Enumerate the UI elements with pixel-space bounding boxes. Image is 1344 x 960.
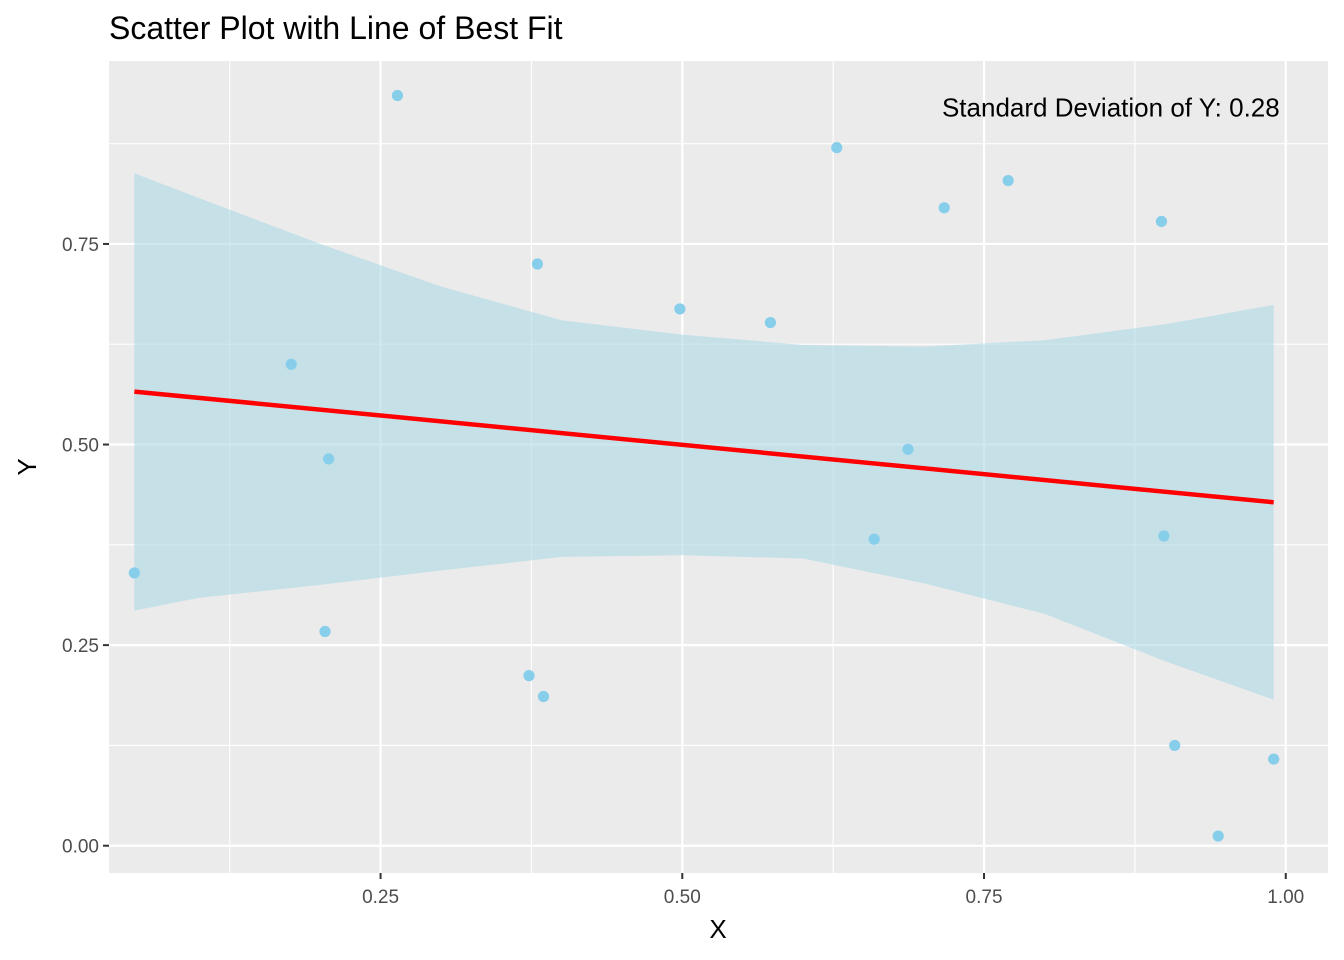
chart-title: Scatter Plot with Line of Best Fit <box>109 10 563 46</box>
data-point <box>764 316 776 329</box>
points-layer <box>128 89 1280 842</box>
data-point <box>128 567 140 579</box>
data-point <box>391 89 404 102</box>
axis-ticks: 0.25 0.50 0.75 1.00 0.00 0.25 0.50 0.75 <box>62 235 1304 908</box>
best-fit-line <box>134 389 1274 505</box>
y-tick-label: 0.00 <box>62 837 99 858</box>
fit-line-layer <box>134 389 1274 505</box>
x-tick-label: 1.00 <box>1267 887 1304 908</box>
confidence-band-layer <box>134 173 1274 700</box>
x-tick-label: 0.50 <box>664 887 701 908</box>
annotation-sd-label: Standard Deviation of Y: 0.28 <box>942 93 1280 123</box>
x-axis-title: X <box>709 914 726 944</box>
data-point <box>1155 215 1168 228</box>
y-axis-title: Y <box>12 458 42 475</box>
y-tick-label: 0.75 <box>62 235 99 256</box>
data-point <box>323 453 335 465</box>
data-point <box>1169 739 1181 752</box>
data-point <box>674 303 686 315</box>
data-point <box>1158 530 1170 542</box>
x-tick-label: 0.25 <box>362 887 399 908</box>
x-tick-label: 0.75 <box>966 887 1003 908</box>
data-point <box>1212 830 1224 842</box>
data-point <box>319 625 331 638</box>
data-point <box>938 202 950 214</box>
data-point <box>868 533 880 545</box>
data-point <box>831 142 843 154</box>
data-point <box>285 358 297 370</box>
data-point <box>1268 753 1280 765</box>
confidence-band <box>134 173 1274 700</box>
data-point <box>523 670 535 682</box>
data-point <box>902 443 914 455</box>
data-point <box>537 690 550 703</box>
data-point <box>531 258 544 270</box>
y-tick-label: 0.25 <box>62 636 99 657</box>
data-point <box>1002 174 1014 187</box>
y-tick-label: 0.50 <box>62 436 99 457</box>
